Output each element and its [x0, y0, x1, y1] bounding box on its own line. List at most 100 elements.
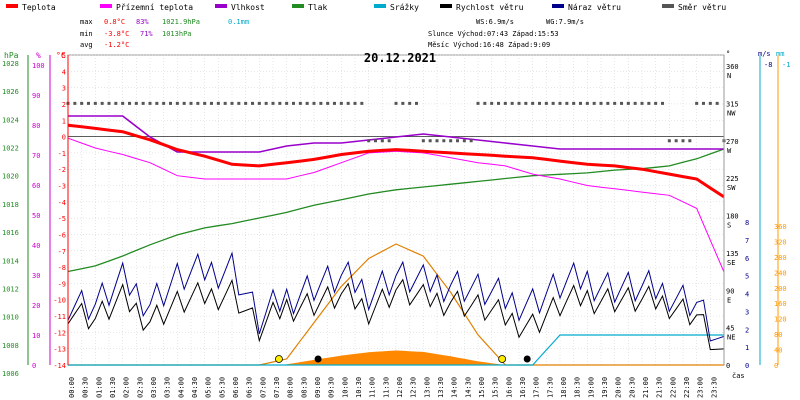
wind-dir-mark	[688, 139, 692, 143]
legend-label-4: Srážky	[390, 3, 419, 12]
wind-dir-mark	[702, 101, 705, 105]
time-tick-47: 23:30	[710, 377, 718, 398]
chart-title: 20.12.2021	[364, 51, 436, 65]
legend-swatch-6	[552, 4, 564, 8]
wind-dir-mark	[73, 101, 77, 105]
wind-dir-mark	[572, 101, 576, 105]
ms-tick-7: 1	[745, 344, 749, 352]
wind-dir-mark	[196, 101, 200, 105]
time-tick-13: 06:30	[246, 377, 254, 398]
wind-dir-mark	[415, 101, 418, 105]
axis-time-unit: čas	[732, 372, 745, 380]
ms-tick-5: 3	[745, 308, 749, 316]
dir-label-6: E	[727, 296, 731, 304]
pct-tick-1: 90	[32, 92, 40, 100]
dir-label-4: S	[727, 222, 731, 230]
temp-tick-11: -6	[58, 231, 66, 239]
time-tick-32: 16:00	[505, 377, 513, 398]
wind-dir-mark	[421, 139, 425, 143]
ms-tick-3: 5	[745, 273, 749, 281]
wind-dir-mark	[237, 101, 241, 105]
wind-dir-mark	[169, 101, 172, 105]
time-tick-15: 07:30	[273, 377, 281, 398]
wind-dir-mark	[449, 139, 453, 143]
wind-dir-mark	[517, 101, 521, 105]
time-tick-45: 22:30	[683, 377, 691, 398]
wind-dir-mark	[264, 101, 268, 105]
time-tick-7: 03:30	[164, 377, 172, 398]
temp-tick-18: -13	[53, 346, 66, 354]
stat-max-temp: 0.8°C	[104, 18, 125, 26]
time-tick-41: 20:30	[628, 377, 636, 398]
wind-dir-mark	[647, 101, 651, 105]
axis-degc-unit: °C	[56, 51, 66, 60]
stat-wg: WG:7.9m/s	[546, 18, 584, 26]
mm-tick-9: 0	[774, 362, 778, 370]
time-tick-38: 19:00	[587, 377, 595, 398]
wind-dir-mark	[606, 101, 610, 105]
legend-label-7: Směr větru	[678, 3, 726, 12]
temp-tick-14: -9	[58, 280, 66, 288]
legend-label-6: Náraz větru	[568, 3, 621, 12]
sunrise-marker	[275, 355, 283, 363]
dir-tick-6: 90	[726, 287, 734, 295]
time-tick-19: 09:30	[328, 377, 336, 398]
wind-dir-mark	[134, 101, 138, 105]
time-tick-14: 07:00	[259, 377, 267, 398]
ms-tick-0: 8	[745, 219, 749, 227]
axes: hPa% °C1028102610241022102010181016101410…	[2, 50, 790, 398]
ms-tick-2: 6	[745, 255, 749, 263]
wind-dir-mark	[456, 139, 459, 143]
axis-mm-unit: mm	[776, 50, 784, 58]
humidity-line	[68, 115, 724, 153]
time-tick-16: 08:00	[287, 377, 295, 398]
temp-tick-10: -5	[58, 215, 66, 223]
wind-dir-mark	[613, 101, 617, 105]
wind-dir-mark	[230, 101, 234, 105]
wind-dir-mark	[442, 139, 446, 143]
wind-dir-mark	[674, 139, 678, 143]
time-tick-23: 11:30	[382, 377, 390, 398]
mm-tick-6: 120	[774, 316, 787, 324]
time-tick-46: 23:00	[697, 377, 705, 398]
ms-tick-4: 4	[745, 291, 749, 299]
wind-dir-mark	[346, 101, 350, 105]
legend-swatch-1	[100, 4, 112, 8]
hpa-tick-7: 1014	[2, 257, 19, 265]
wind-dir-mark	[305, 101, 309, 105]
time-tick-28: 14:00	[451, 377, 459, 398]
ms-tick-8: 0	[745, 362, 749, 370]
legend-swatch-2	[215, 4, 227, 8]
grid	[67, 54, 725, 366]
legend-label-0: Teplota	[22, 3, 56, 12]
wind-dir-mark	[661, 101, 664, 105]
legend-swatch-3	[292, 4, 304, 8]
pct-tick-4: 60	[32, 182, 40, 190]
wind-dir-mark	[87, 101, 90, 105]
moonrise-marker	[523, 355, 531, 363]
time-tick-40: 20:00	[615, 377, 623, 398]
time-tick-22: 11:00	[369, 377, 377, 398]
wind-dir-mark	[483, 101, 487, 105]
axis-ms-unit: m/s	[758, 50, 771, 58]
wind-dir-mark	[203, 101, 207, 105]
time-tick-31: 15:30	[492, 377, 500, 398]
dir-tick-4: 180	[726, 213, 739, 221]
temp-tick-17: -12	[53, 329, 66, 337]
time-tick-4: 02:00	[123, 377, 131, 398]
wind-dir-mark	[435, 139, 439, 143]
wind-dir-mark	[319, 101, 323, 105]
time-tick-12: 06:00	[232, 377, 240, 398]
wind-dir-mark	[326, 101, 330, 105]
wind-dir-mark	[353, 101, 357, 105]
wind-dir-mark	[210, 101, 213, 105]
stat-max-rain: 0.1mm	[228, 18, 249, 26]
wind-dir-mark	[667, 139, 671, 143]
solar-fill	[286, 350, 506, 365]
time-tick-3: 01:30	[109, 377, 117, 398]
wind-dir-mark	[428, 139, 432, 143]
wind-dir-mark	[640, 101, 644, 105]
time-tick-0: 00:00	[68, 377, 76, 398]
axis-mm-top: -1	[782, 61, 790, 69]
